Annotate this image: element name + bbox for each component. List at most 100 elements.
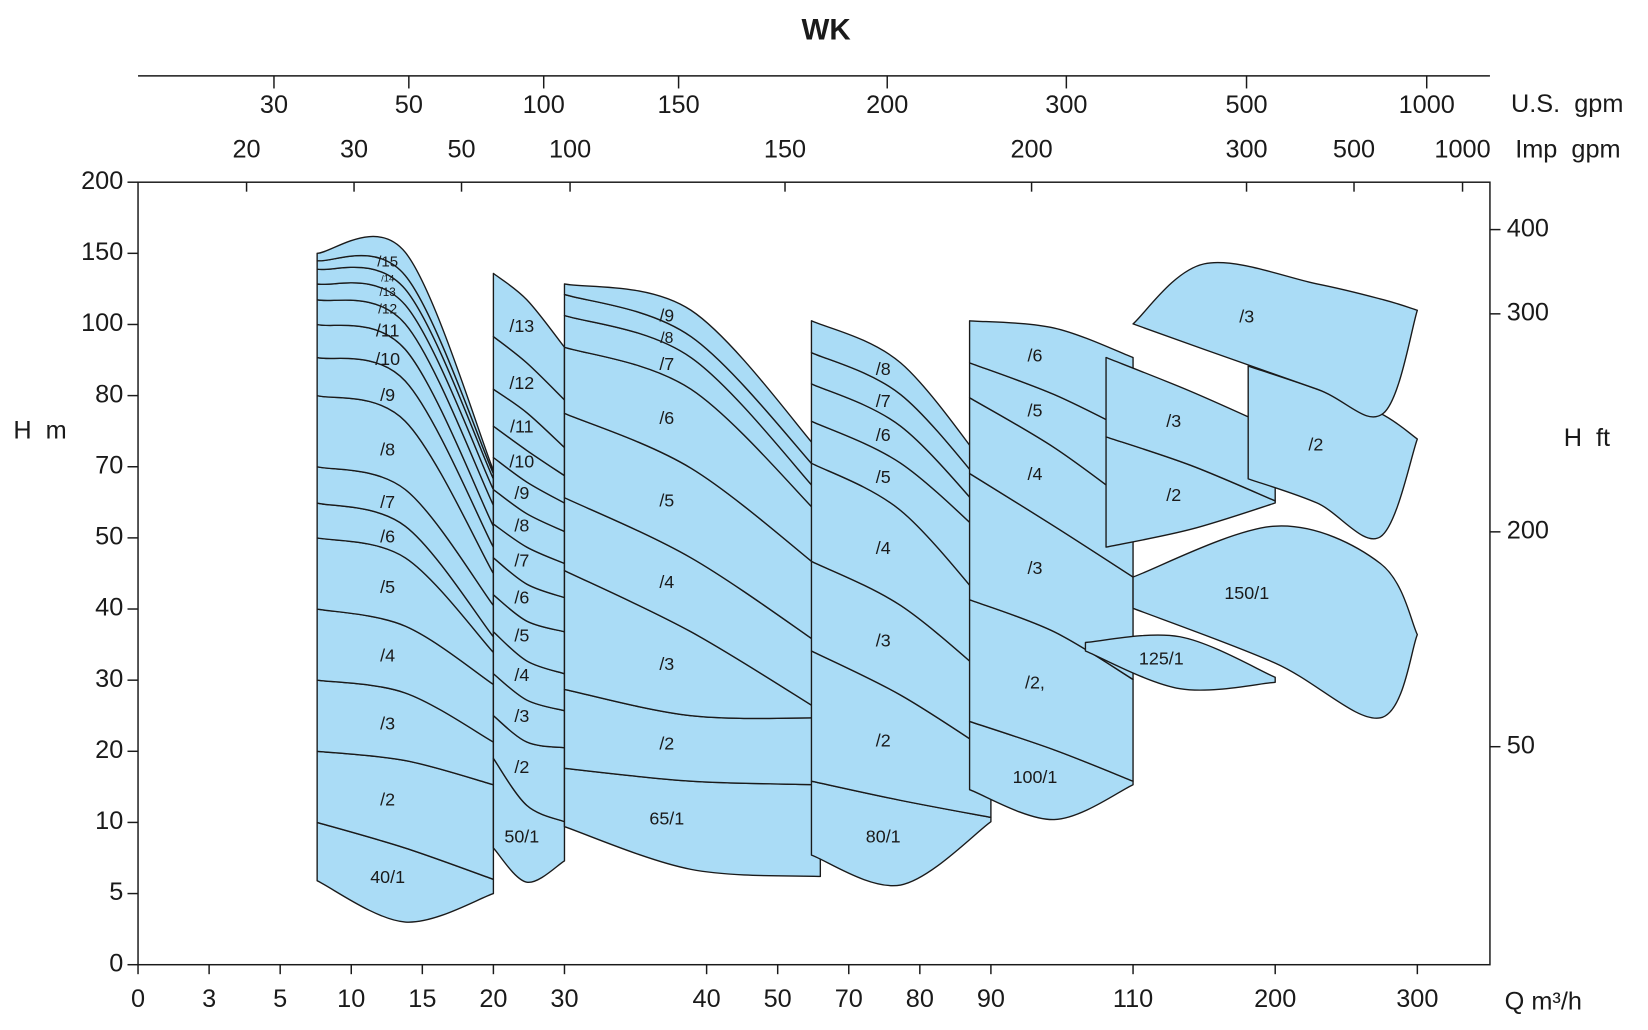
top2-tick-label: 1000 xyxy=(1434,135,1490,163)
y-tick-label: 5 xyxy=(109,878,123,906)
region-label: /10 xyxy=(375,349,400,369)
top-tick-label: 30 xyxy=(260,91,288,119)
x-tick-label: 50 xyxy=(764,985,792,1013)
region-label: /2 xyxy=(876,730,891,750)
y2-axis-title: H ft xyxy=(1564,424,1610,452)
region-label: /5 xyxy=(659,491,674,511)
regions: 40/1/2/3/4/5/6/7/8/9/10/11/12/13/14/15 50… xyxy=(316,235,1419,923)
y-axis-title: H m xyxy=(13,416,66,444)
region-label: /7 xyxy=(380,492,395,512)
region-label: /4 xyxy=(659,572,674,592)
region-label: /8 xyxy=(660,330,673,347)
region-label: /3 xyxy=(876,630,891,650)
region-label: /3 xyxy=(1028,558,1043,578)
region-label: 40/1 xyxy=(370,867,405,887)
top-tick-label: 300 xyxy=(1045,91,1087,119)
y2-tick-label: 400 xyxy=(1507,214,1549,242)
top2-tick-label: 200 xyxy=(1010,135,1052,163)
region-label: /4 xyxy=(1028,464,1043,484)
top-tick-label: 1000 xyxy=(1399,91,1455,119)
x-tick-label: 20 xyxy=(479,985,507,1013)
y-tick-label: 80 xyxy=(95,380,123,408)
top-tick-label: 150 xyxy=(658,91,700,119)
y2-tick-label: 50 xyxy=(1507,731,1535,759)
top2-tick-label: 300 xyxy=(1225,135,1267,163)
region-label: /11 xyxy=(510,417,534,437)
top2-tick-label: 50 xyxy=(447,135,475,163)
pump-region xyxy=(1132,525,1419,719)
region-label: 150/1 xyxy=(1224,583,1269,603)
region-label: /4 xyxy=(380,645,395,665)
region-label: /3 xyxy=(659,654,674,674)
chart-title: WK xyxy=(802,13,852,46)
region-label: /5 xyxy=(876,467,891,487)
region-label: 125/1 xyxy=(1139,648,1184,668)
region-label: /11 xyxy=(376,320,400,340)
plot-frame xyxy=(137,181,1491,966)
x-tick-label: 70 xyxy=(835,985,863,1013)
y-tick-label: 20 xyxy=(95,736,123,764)
y-tick-label: 200 xyxy=(81,167,123,195)
region-label: /8 xyxy=(514,516,529,536)
x-tick-label: 3 xyxy=(202,985,216,1013)
region-label: /15 xyxy=(377,254,398,271)
region-label: /5 xyxy=(514,626,529,646)
pump-region xyxy=(1132,262,1419,418)
x-tick-label: 80 xyxy=(906,985,934,1013)
region-label: /13 xyxy=(509,316,534,336)
region-label: /2 xyxy=(659,733,674,753)
region-label: /3 xyxy=(1166,411,1181,431)
x-tick-label: 90 xyxy=(977,985,1005,1013)
region-label: /10 xyxy=(509,451,534,471)
region-label: /3 xyxy=(380,713,395,733)
pump-region xyxy=(1105,356,1276,502)
pump-region xyxy=(1084,634,1276,691)
top-tick-label: 200 xyxy=(866,91,908,119)
region-label: /6 xyxy=(659,408,674,428)
region-label: /6 xyxy=(380,526,395,546)
region-label: /8 xyxy=(380,439,395,459)
x-tick-label: 0 xyxy=(131,985,145,1013)
y-tick-label: 40 xyxy=(95,594,123,622)
y2-tick-label: 200 xyxy=(1507,517,1549,545)
region-label: /6 xyxy=(514,587,529,607)
top-tick-label: 100 xyxy=(523,91,565,119)
top-tick-label: 50 xyxy=(395,91,423,119)
region-label: /7 xyxy=(876,391,891,411)
region-label: /3 xyxy=(1239,307,1254,327)
y2-tick-label: 300 xyxy=(1507,299,1549,327)
region-label: /8 xyxy=(876,359,891,379)
region-label: /7 xyxy=(514,551,529,571)
region-label: /12 xyxy=(378,302,397,317)
top2-axis-title: Imp gpm xyxy=(1515,135,1620,163)
region-label: /2 xyxy=(1166,485,1181,505)
region-label: /2, xyxy=(1025,673,1045,693)
region-label: /4 xyxy=(876,538,891,558)
x-tick-label: 300 xyxy=(1396,985,1438,1013)
region-label: /6 xyxy=(876,425,891,445)
top2-tick-label: 500 xyxy=(1333,135,1375,163)
top2-tick-label: 30 xyxy=(340,135,368,163)
top2-tick-label: 100 xyxy=(549,135,591,163)
region-label: /3 xyxy=(514,706,529,726)
region-label: 100/1 xyxy=(1013,767,1058,787)
y-tick-label: 30 xyxy=(95,665,123,693)
region-label: 65/1 xyxy=(649,809,684,829)
region-label: /13 xyxy=(380,286,396,299)
region-label: /6 xyxy=(1028,346,1043,366)
region-label: /9 xyxy=(380,385,395,405)
x-tick-label: 5 xyxy=(273,985,287,1013)
x-tick-label: 10 xyxy=(337,985,365,1013)
region-label: /4 xyxy=(514,665,529,685)
region-label: 50/1 xyxy=(504,826,539,846)
region-label: /2 xyxy=(514,757,529,777)
region-label: /12 xyxy=(509,373,534,393)
x-tick-label: 110 xyxy=(1113,985,1153,1013)
top-tick-label: 500 xyxy=(1225,91,1267,119)
x-tick-label: 15 xyxy=(408,985,436,1013)
region-label: /9 xyxy=(514,483,529,503)
region-label: 80/1 xyxy=(866,827,901,847)
y-tick-label: 70 xyxy=(95,451,123,479)
region-label: /5 xyxy=(1028,401,1043,421)
